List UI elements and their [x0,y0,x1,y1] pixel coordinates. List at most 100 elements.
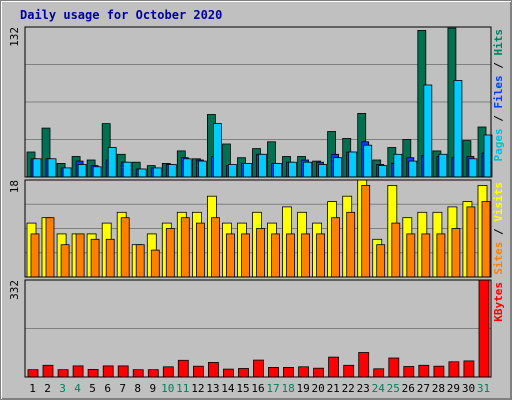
bottom-bar-kbytes-day-24 [373,368,385,378]
middle-bar-sites-day-8 [135,244,145,278]
top-bar-pages-day-2 [47,158,57,178]
middle-bar-sites-day-6 [105,238,115,278]
top-bar-pages-day-18 [288,161,297,178]
top-bar-pages-day-15 [243,162,252,178]
x-tick-label-day-7: 7 [119,382,126,395]
top-bar-pages-day-16 [258,153,267,178]
bottom-bar-kbytes-day-13 [207,361,219,378]
middle-bar-sites-day-25 [391,222,401,278]
bottom-bar-kbytes-day-25 [388,357,400,378]
x-tick-label-day-9: 9 [149,382,156,395]
bottom-bar-kbytes-day-21 [328,356,340,378]
x-tick-label-day-14: 14 [221,382,235,395]
middle-bar-sites-day-1 [30,233,40,278]
middle-bar-sites-day-13 [210,217,220,278]
bottom-bar-kbytes-day-28 [433,365,445,378]
top-bar-pages-day-20 [318,164,328,178]
top-bar-pages-day-10 [167,164,177,178]
middle-bar-sites-day-28 [436,233,446,278]
middle-bar-sites-day-10 [165,228,175,278]
bottom-bar-kbytes-day-20 [313,367,325,378]
bottom-legend-part-0: KBytes [492,282,505,322]
top-bar-pages-day-11 [182,158,192,178]
x-tick-label-day-22: 22 [342,382,355,395]
middle-bar-sites-day-15 [241,233,250,278]
x-tick-label-day-25: 25 [387,382,400,395]
x-tick-label-day-16: 16 [251,382,264,395]
x-tick-label-day-12: 12 [191,382,204,395]
bottom-panel-border [24,279,492,378]
top-bar-pages-day-30 [468,158,478,178]
middle-bar-sites-day-23 [361,184,371,278]
x-tick-label-day-1: 1 [29,382,36,395]
middle-bar-sites-day-14 [225,233,235,278]
top-bar-pages-day-7 [122,161,132,178]
top-bar-pages-day-21 [333,157,343,178]
bottom-bar-kbytes-day-12 [192,365,204,378]
top-bar-pages-day-25 [393,153,403,178]
bottom-bar-kbytes-day-2 [42,364,54,378]
bottom-bar-kbytes-day-22 [343,364,355,378]
top-legend: Pages / Files / Hits [492,29,505,162]
middle-bar-sites-day-18 [286,233,295,278]
bottom-bar-kbytes-day-1 [27,369,39,378]
middle-bar-sites-day-12 [195,222,205,278]
middle-legend-part-1: / [492,222,505,242]
middle-legend-part-0: Sites [492,242,505,275]
top-bar-pages-day-23 [363,144,373,178]
bottom-bar-kbytes-day-17 [268,366,279,378]
top-bar-pages-day-4 [77,164,87,178]
x-tick-label-day-20: 20 [311,382,324,395]
x-tick-label-day-15: 15 [236,382,249,395]
middle-legend: Sites / Visits [492,182,505,275]
top-legend-part-4: Hits [492,29,505,56]
top-bar-pages-day-6 [107,147,117,178]
x-tick-label-day-29: 29 [447,382,460,395]
bottom-bar-kbytes-day-18 [283,366,294,378]
x-tick-label-day-17: 17 [266,382,279,395]
top-bar-pages-day-13 [212,123,222,178]
top-bar-pages-day-29 [453,80,463,178]
top-bar-pages-day-12 [197,160,207,178]
top-bar-pages-day-14 [227,164,237,178]
top-bar-pages-day-28 [438,153,448,178]
middle-bar-sites-day-31 [481,201,491,278]
chart-title: Daily usage for October 2020 [20,8,223,22]
bottom-bar-kbytes-day-5 [87,368,99,378]
middle-bar-sites-day-9 [150,249,160,278]
middle-bar-sites-day-16 [256,228,265,278]
bottom-legend: KBytes [492,282,505,322]
x-tick-label-day-28: 28 [432,382,445,395]
top-bar-pages-day-8 [137,168,147,178]
top-bar-pages-day-27 [423,84,433,178]
middle-legend-part-2: Visits [492,182,505,222]
bottom-bar-kbytes-day-14 [222,368,234,378]
bottom-bar-kbytes-day-7 [117,365,129,378]
bottom-bar-kbytes-day-16 [253,359,264,378]
middle-bar-sites-day-29 [451,228,461,278]
bottom-bar-kbytes-day-11 [177,359,189,378]
top-legend-part-2: Files [492,75,505,108]
x-tick-label-day-21: 21 [327,382,340,395]
bottom-bar-kbytes-day-6 [102,365,114,378]
x-tick-label-day-11: 11 [176,382,189,395]
middle-bar-sites-day-22 [346,211,356,278]
middle-ymax-label: 18 [8,180,21,193]
middle-bar-sites-day-5 [90,238,100,278]
bottom-bar-kbytes-day-8 [132,369,144,378]
middle-bar-sites-day-26 [406,233,416,278]
x-tick-label-day-27: 27 [417,382,430,395]
x-tick-label-day-23: 23 [357,382,370,395]
top-bar-pages-day-17 [273,162,282,178]
bottom-bar-kbytes-day-23 [358,352,370,378]
top-bar-pages-day-24 [378,165,388,178]
x-tick-label-day-8: 8 [134,382,141,395]
bottom-bar-kbytes-day-9 [147,369,159,378]
x-tick-label-day-18: 18 [281,382,294,395]
bottom-bar-kbytes-day-10 [162,366,174,378]
bottom-bar-kbytes-day-31 [478,279,490,378]
bottom-bar-kbytes-day-19 [298,366,310,378]
x-tick-label-day-4: 4 [74,382,81,395]
middle-bar-sites-day-19 [301,233,311,278]
